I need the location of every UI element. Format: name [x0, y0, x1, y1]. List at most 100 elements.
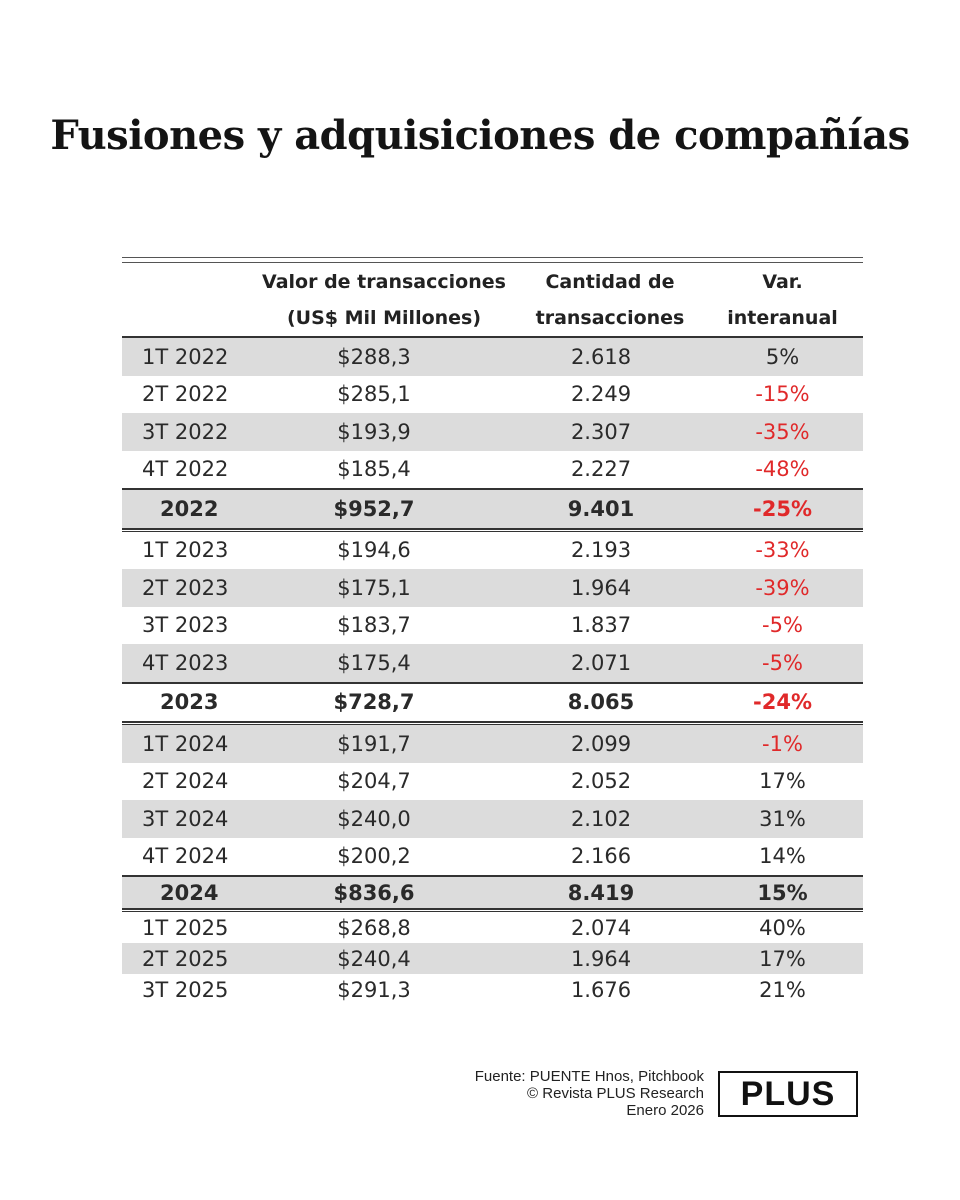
table-total-row: 2022 $952,7 9.401 -25% — [122, 488, 863, 528]
source-note: Fuente: PUENTE Hnos, Pitchbook © Revista… — [475, 1068, 704, 1119]
section-divider — [122, 908, 863, 912]
cell-value: $191,7 — [337, 731, 411, 756]
cell-var: 5% — [765, 344, 800, 369]
cell-var: -48% — [755, 457, 810, 482]
cell-period: 3T 2022 — [142, 419, 229, 444]
cell-var: 40% — [759, 915, 806, 940]
cell-value: $183,7 — [337, 613, 411, 638]
cell-period: 4T 2023 — [142, 650, 229, 675]
table-row: 3T 2024 $240,0 2.102 31% — [122, 800, 863, 838]
cell-var: -39% — [755, 575, 810, 600]
cell-period: 1T 2022 — [142, 344, 229, 369]
table-row: 1T 2022 $288,3 2.618 5% — [122, 338, 863, 376]
cell-value: $175,1 — [337, 575, 411, 600]
header-var-line1: Var. — [762, 270, 803, 293]
cell-count: 8.419 — [567, 880, 635, 905]
table-row: 1T 2024 $191,7 2.099 -1% — [122, 725, 863, 763]
cell-value: $291,3 — [337, 977, 411, 1002]
cell-value: $285,1 — [337, 382, 411, 407]
cell-var: -5% — [762, 650, 803, 675]
section-divider — [122, 721, 863, 725]
table-top-rule — [122, 257, 863, 263]
cell-var: 21% — [759, 977, 806, 1002]
table-row: 1T 2025 $268,8 2.074 40% — [122, 912, 863, 943]
cell-count: 1.964 — [570, 946, 632, 971]
cell-count: 2.074 — [570, 915, 632, 940]
cell-count: 1.837 — [570, 613, 632, 638]
cell-value: $175,4 — [337, 650, 411, 675]
cell-count: 1.676 — [570, 977, 632, 1002]
header-value: Valor de transacciones (US$ Mil Millones… — [250, 263, 518, 336]
table-header: Valor de transacciones (US$ Mil Millones… — [122, 263, 863, 338]
table-row: 3T 2022 $193,9 2.307 -35% — [122, 413, 863, 451]
header-var-line2: interanual — [727, 306, 838, 329]
cell-count: 2.227 — [570, 457, 632, 482]
cell-value: $185,4 — [337, 457, 411, 482]
cell-count: 2.193 — [570, 538, 632, 563]
header-count-line2: transacciones — [535, 306, 685, 329]
cell-period: 3T 2023 — [142, 613, 229, 638]
header-value-line2: (US$ Mil Millones) — [286, 306, 482, 329]
cell-count: 2.102 — [570, 806, 632, 831]
header-count: Cantidad de transacciones — [518, 263, 702, 336]
page-title: Fusiones y adquisiciones de compañías — [50, 112, 910, 159]
cell-period: 2023 — [160, 690, 219, 715]
cell-value: $240,0 — [337, 806, 411, 831]
table-row: 4T 2024 $200,2 2.166 14% — [122, 838, 863, 876]
cell-count: 2.071 — [570, 650, 632, 675]
cell-period: 3T 2025 — [142, 977, 229, 1002]
date-line: Enero 2026 — [626, 1102, 704, 1119]
cell-count: 2.166 — [570, 844, 632, 869]
cell-value: $194,6 — [337, 538, 411, 563]
cell-count: 2.618 — [570, 344, 632, 369]
cell-var: 17% — [759, 946, 806, 971]
mna-table: Valor de transacciones (US$ Mil Millones… — [122, 257, 863, 1005]
cell-count: 9.401 — [567, 496, 635, 521]
cell-var: 14% — [759, 844, 806, 869]
cell-count: 2.307 — [570, 419, 632, 444]
cell-var: -15% — [755, 382, 810, 407]
cell-period: 4T 2022 — [142, 457, 229, 482]
cell-period: 2024 — [160, 880, 219, 905]
cell-var: -24% — [753, 690, 812, 715]
header-value-line1: Valor de transacciones — [262, 270, 506, 293]
header-var: Var. interanual — [702, 263, 863, 336]
source-line: Fuente: PUENTE Hnos, Pitchbook — [474, 1068, 704, 1085]
header-count-line1: Cantidad de — [545, 270, 675, 293]
section-divider — [122, 527, 863, 532]
cell-value: $204,7 — [337, 769, 411, 794]
copyright-line: © Revista PLUS Research — [527, 1085, 704, 1102]
cell-period: 2T 2024 — [142, 769, 229, 794]
cell-period: 4T 2024 — [142, 844, 229, 869]
cell-count: 2.249 — [570, 382, 632, 407]
cell-count: 1.964 — [570, 575, 632, 600]
cell-var: -25% — [753, 496, 812, 521]
cell-value: $836,6 — [333, 880, 415, 905]
table-row: 4T 2023 $175,4 2.071 -5% — [122, 644, 863, 682]
table-row: 2T 2024 $204,7 2.052 17% — [122, 763, 863, 801]
cell-period: 1T 2025 — [142, 915, 229, 940]
cell-var: -5% — [762, 613, 803, 638]
cell-var: -35% — [755, 419, 810, 444]
table-row: 2T 2025 $240,4 1.964 17% — [122, 943, 863, 974]
cell-value: $240,4 — [337, 946, 411, 971]
cell-period: 1T 2023 — [142, 538, 229, 563]
cell-count: 2.052 — [570, 769, 632, 794]
table-row: 1T 2023 $194,6 2.193 -33% — [122, 532, 863, 570]
cell-var: -1% — [762, 731, 803, 756]
cell-period: 2T 2022 — [142, 382, 229, 407]
cell-var: 17% — [759, 769, 806, 794]
cell-period: 2022 — [160, 496, 219, 521]
cell-value: $952,7 — [333, 496, 415, 521]
plus-logo: PLUS — [718, 1071, 858, 1117]
header-period — [122, 263, 250, 336]
table-total-row: 2023 $728,7 8.065 -24% — [122, 681, 863, 721]
cell-var: 15% — [757, 880, 808, 905]
cell-value: $193,9 — [337, 419, 411, 444]
cell-value: $200,2 — [337, 844, 411, 869]
table-row: 2T 2022 $285,1 2.249 -15% — [122, 376, 863, 414]
cell-value: $288,3 — [337, 344, 411, 369]
cell-period: 3T 2024 — [142, 806, 229, 831]
table-row: 2T 2023 $175,1 1.964 -39% — [122, 569, 863, 607]
table-row: 3T 2025 $291,3 1.676 21% — [122, 974, 863, 1005]
